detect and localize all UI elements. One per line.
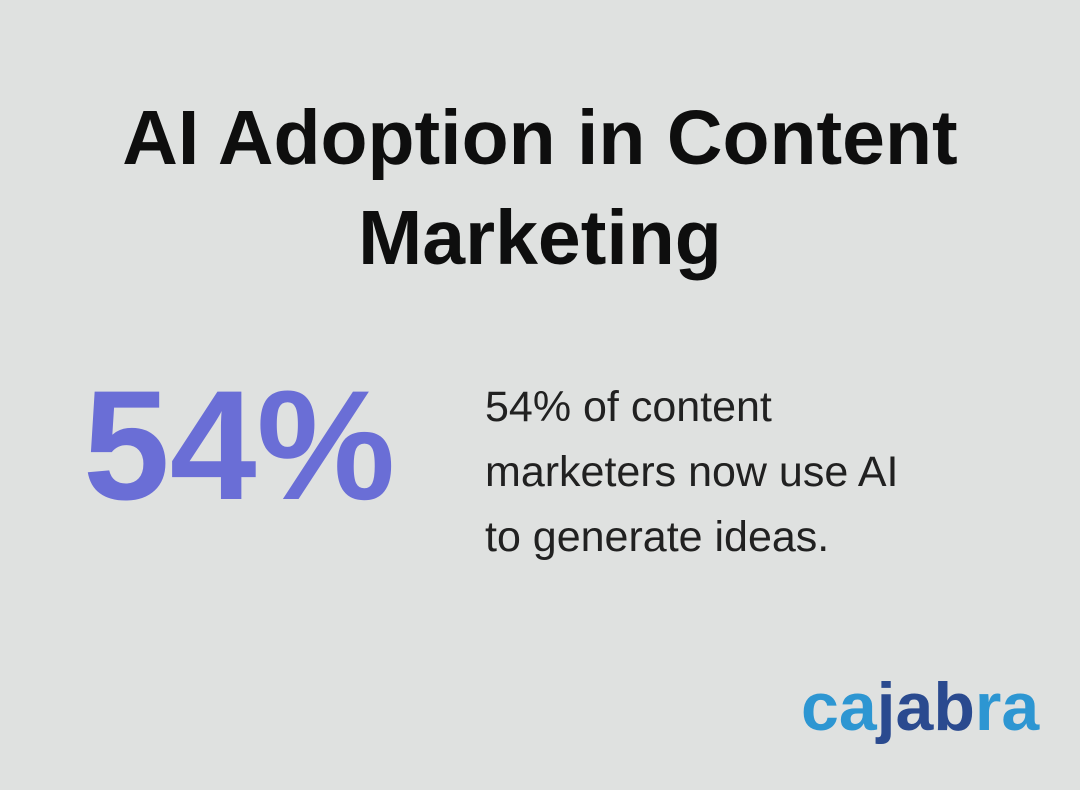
stat-description: 54% of content marketers now use AI to g… [485, 375, 898, 570]
stat-description-line: 54% of content [485, 383, 772, 431]
logo-segment: ra [974, 669, 1040, 745]
stat-value: 54% [83, 359, 396, 533]
logo-segment: jab [876, 669, 975, 745]
logo-segment: ca [801, 669, 877, 745]
stat-description-line: to generate ideas. [485, 513, 830, 561]
page-title: AI Adoption in Content Marketing [122, 95, 958, 281]
title-area: AI Adoption in Content Marketing [0, 88, 1080, 288]
stat-description-line: marketers now use AI [485, 448, 899, 496]
cajabra-logo: cajabra [801, 673, 1039, 741]
